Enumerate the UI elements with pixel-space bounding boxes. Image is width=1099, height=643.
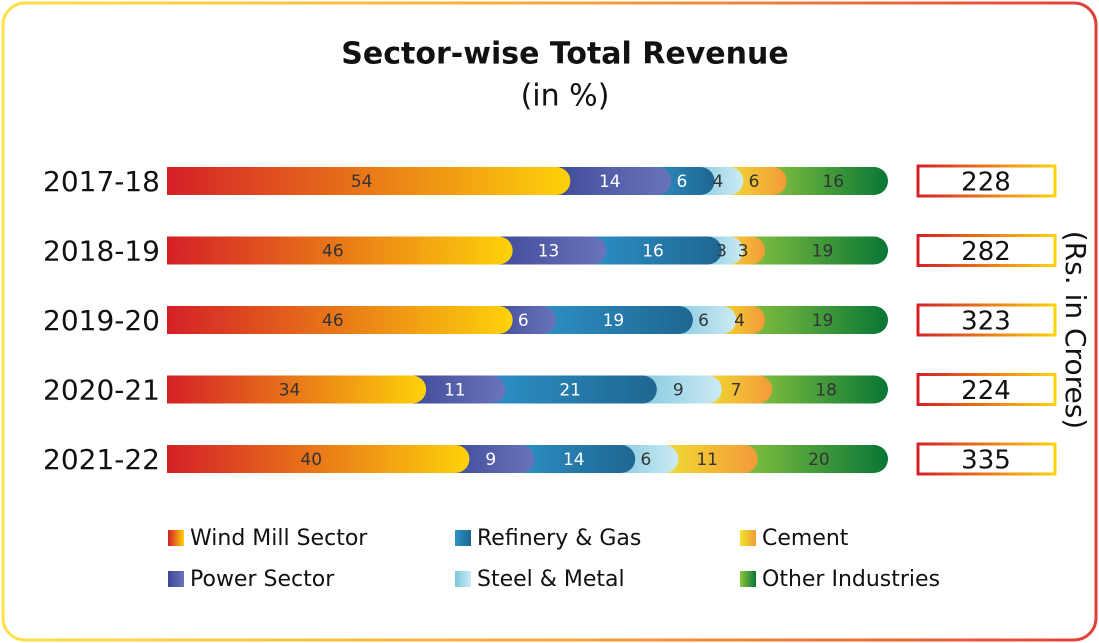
value-label: 11 xyxy=(696,450,718,470)
bar-segment xyxy=(167,445,470,473)
value-label: 4 xyxy=(713,172,724,192)
chart-title: Sector-wise Total Revenue xyxy=(341,37,788,72)
total-label: 282 xyxy=(961,237,1011,267)
bar-segment xyxy=(737,306,888,334)
value-label: 21 xyxy=(559,381,581,401)
legend-label: Wind Mill Sector xyxy=(190,526,368,551)
right-axis-label: (Rs. in Crores) xyxy=(1059,231,1092,429)
total-label: 228 xyxy=(961,168,1011,198)
value-label: 16 xyxy=(822,172,844,192)
total-box xyxy=(916,373,1057,406)
bar-segment xyxy=(484,236,607,265)
value-label: 40 xyxy=(300,450,322,470)
legend-label: Steel & Metal xyxy=(477,567,625,592)
value-label: 3 xyxy=(738,242,749,262)
chart-subtitle: (in %) xyxy=(521,79,610,114)
value-label: 6 xyxy=(698,311,709,331)
category-label: 2019-20 xyxy=(43,304,160,337)
bar-segment xyxy=(167,306,513,334)
value-label: 11 xyxy=(444,381,466,401)
value-label: 9 xyxy=(673,381,684,401)
total-box xyxy=(916,303,1057,337)
total-box xyxy=(916,442,1057,476)
bar-segment xyxy=(542,167,672,195)
bar-segment xyxy=(729,445,888,473)
bar-segment xyxy=(167,375,427,404)
legend-label: Refinery & Gas xyxy=(477,526,641,551)
value-label: 6 xyxy=(676,172,687,192)
bar-segment xyxy=(167,167,571,195)
value-label: 14 xyxy=(563,450,585,470)
bar-segment xyxy=(737,236,888,265)
bar-segment xyxy=(477,375,657,404)
bar-segment xyxy=(744,375,888,404)
legend-swatch xyxy=(168,571,184,587)
value-label: 4 xyxy=(734,311,745,331)
value-label: 19 xyxy=(812,311,834,331)
value-label: 20 xyxy=(808,450,830,470)
bar-segment xyxy=(506,445,636,473)
legend-label: Cement xyxy=(762,526,849,551)
bar-segment xyxy=(758,167,888,195)
bar-segment xyxy=(167,236,513,265)
category-label: 2021-22 xyxy=(43,443,160,476)
total-box xyxy=(916,234,1057,267)
value-label: 18 xyxy=(815,381,837,401)
category-label: 2020-21 xyxy=(43,374,160,407)
value-label: 6 xyxy=(640,450,651,470)
bar-segment xyxy=(650,445,758,473)
value-label: 7 xyxy=(731,381,742,401)
value-label: 19 xyxy=(603,311,625,331)
value-label: 19 xyxy=(812,242,834,262)
value-label: 46 xyxy=(322,311,344,331)
value-label: 13 xyxy=(538,242,560,262)
legend-swatch xyxy=(168,530,184,546)
category-label: 2017-18 xyxy=(43,165,160,198)
legend-swatch xyxy=(740,530,756,546)
bar-segment xyxy=(578,236,722,265)
category-label: 2018-19 xyxy=(43,235,160,268)
legend-swatch xyxy=(740,571,756,587)
value-label: 6 xyxy=(749,172,760,192)
value-label: 6 xyxy=(518,311,529,331)
value-label: 34 xyxy=(279,381,301,401)
value-label: 16 xyxy=(642,242,664,262)
total-label: 323 xyxy=(961,307,1011,337)
legend-label: Other Industries xyxy=(762,567,940,592)
legend-swatch xyxy=(455,530,471,546)
value-label: 14 xyxy=(599,172,621,192)
total-label: 335 xyxy=(961,446,1011,476)
total-box xyxy=(916,164,1057,198)
value-label: 46 xyxy=(322,242,344,262)
bar-segment xyxy=(398,375,506,404)
value-label: 54 xyxy=(351,172,373,192)
value-label: 3 xyxy=(716,242,727,262)
value-label: 9 xyxy=(485,450,496,470)
bar-segment xyxy=(527,306,693,334)
total-label: 224 xyxy=(961,376,1011,406)
legend-label: Power Sector xyxy=(190,567,335,592)
legend-swatch xyxy=(455,571,471,587)
